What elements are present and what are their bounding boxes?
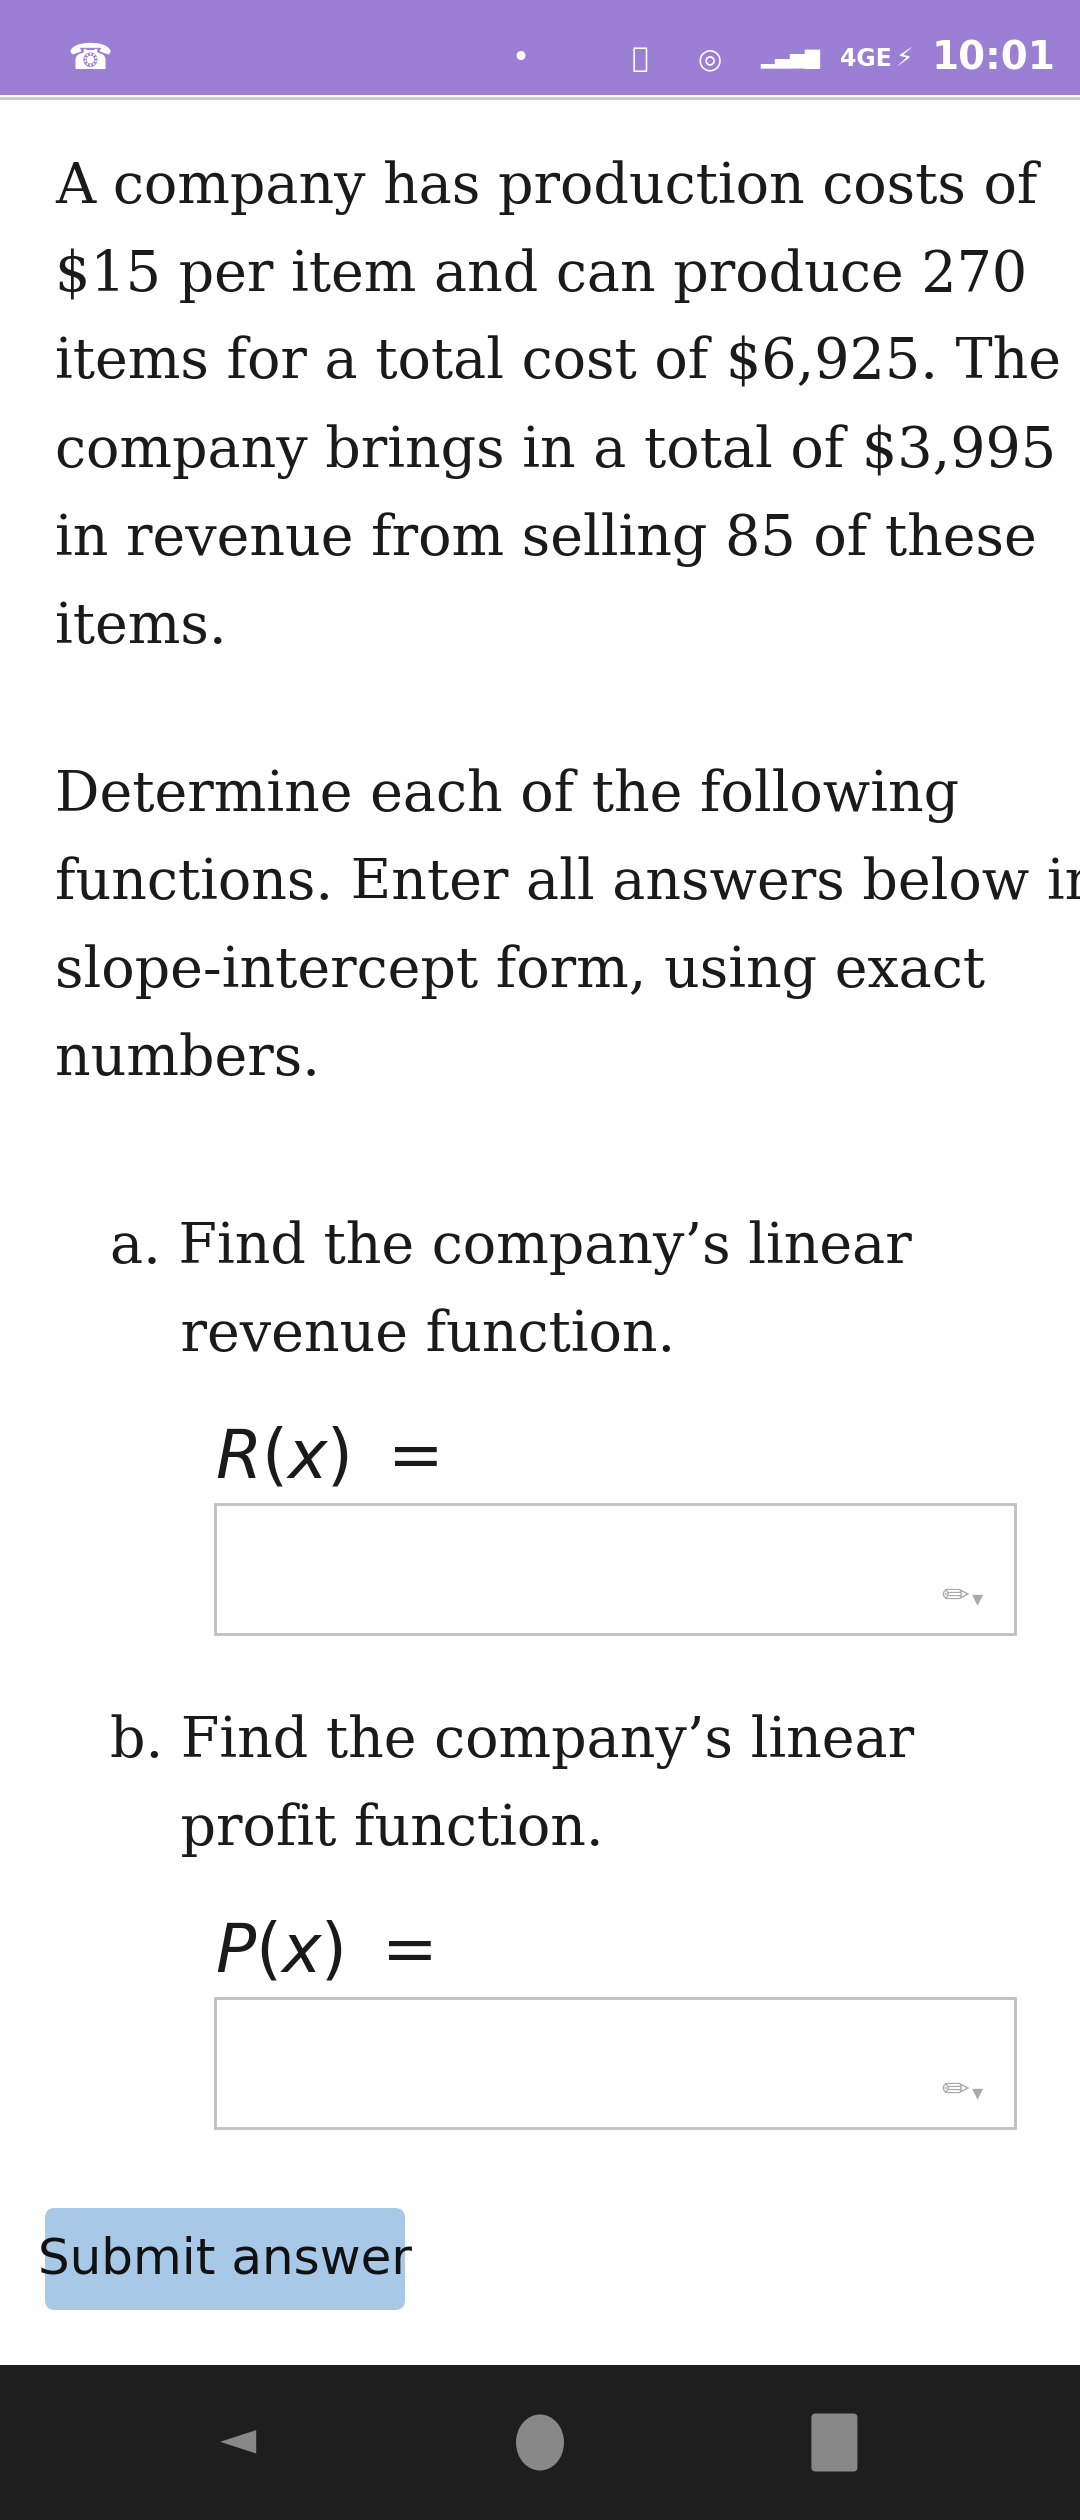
Text: ▾: ▾ [971,1590,983,1608]
Text: ☎: ☎ [67,43,112,76]
Text: in revenue from selling 85 of these: in revenue from selling 85 of these [55,512,1037,567]
Text: ✏: ✏ [941,1580,969,1613]
Text: 4GE: 4GE [840,48,892,71]
Text: A company has production costs of: A company has production costs of [55,159,1038,214]
Text: functions. Enter all answers below in: functions. Enter all answers below in [55,857,1080,910]
Text: Submit answer: Submit answer [38,2235,411,2283]
Text: b. Find the company’s linear: b. Find the company’s linear [110,1714,914,1769]
Text: items.: items. [55,600,227,655]
Text: •: • [511,45,529,73]
Text: profit function.: profit function. [110,1802,604,1857]
Text: ◎: ◎ [698,45,723,73]
FancyBboxPatch shape [811,2414,858,2472]
Text: ✏: ✏ [941,2074,969,2107]
Text: revenue function.: revenue function. [110,1308,675,1363]
Text: ▾: ▾ [971,2084,983,2104]
Text: Determine each of the following: Determine each of the following [55,769,959,822]
FancyBboxPatch shape [0,2364,1080,2520]
Text: $P(x)\ =$: $P(x)\ =$ [215,1920,432,1986]
Text: ⧖: ⧖ [632,45,648,73]
Text: numbers.: numbers. [55,1033,320,1086]
Text: 10:01: 10:01 [931,40,1055,78]
Text: $15 per item and can produce 270: $15 per item and can produce 270 [55,247,1027,302]
Text: ▂▄▆█: ▂▄▆█ [760,50,820,68]
Text: a. Find the company’s linear: a. Find the company’s linear [110,1220,912,1275]
FancyBboxPatch shape [215,1504,1015,1633]
Text: $R(x)\ =$: $R(x)\ =$ [215,1426,438,1492]
Text: ◄: ◄ [219,2419,256,2465]
FancyBboxPatch shape [215,1998,1015,2127]
Text: ⚡: ⚡ [896,48,914,71]
FancyBboxPatch shape [45,2208,405,2311]
Text: slope-intercept form, using exact: slope-intercept form, using exact [55,945,985,998]
Ellipse shape [516,2414,564,2470]
Text: company brings in a total of $3,995: company brings in a total of $3,995 [55,423,1056,479]
Text: items for a total cost of $6,925. The: items for a total cost of $6,925. The [55,335,1061,391]
FancyBboxPatch shape [0,0,1080,96]
